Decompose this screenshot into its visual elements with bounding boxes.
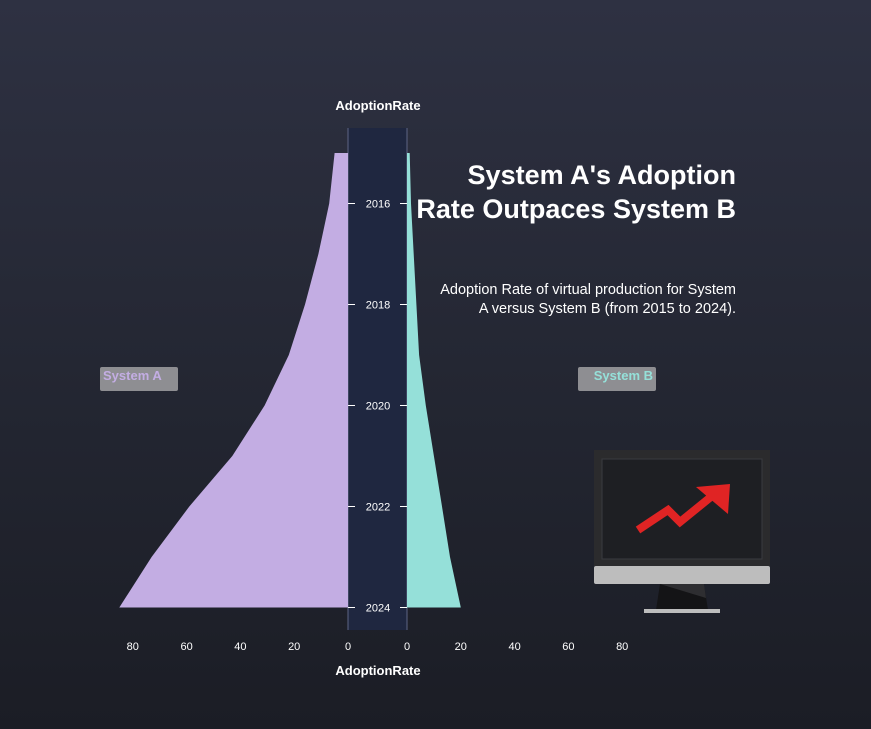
x-tick-right-20: 20 — [455, 641, 467, 653]
axis-title-top: AdoptionRate — [335, 98, 420, 113]
chart-title: System A's Adoption Rate Outpaces System… — [416, 160, 736, 224]
x-tick-right-80: 80 — [616, 641, 628, 653]
x-tick-left-20: 20 — [288, 641, 300, 653]
x-tick-left-40: 40 — [234, 641, 246, 653]
center-year-band — [348, 128, 407, 630]
x-axis: 80 60 40 20 0 0 20 40 60 80 — [127, 641, 629, 653]
area-layer — [119, 153, 461, 608]
x-tick-left-0: 0 — [345, 641, 351, 653]
x-tick-left-60: 60 — [180, 641, 192, 653]
x-tick-left-80: 80 — [127, 641, 139, 653]
monitor-base — [644, 609, 720, 613]
area-system-b — [407, 153, 461, 608]
axis-title-bottom: AdoptionRate — [335, 663, 420, 678]
monitor-chart-icon — [594, 450, 770, 613]
year-label-2024: 2024 — [366, 603, 390, 615]
legend-system-b: System B — [578, 367, 656, 391]
year-axis: 2016 2018 2020 2022 2024 — [348, 199, 407, 615]
monitor-bezel — [594, 566, 770, 584]
monitor-stand-shine — [660, 584, 706, 598]
chart-subtitle: Adoption Rate of virtual production for … — [440, 282, 736, 317]
year-label-2018: 2018 — [366, 300, 390, 312]
x-tick-right-60: 60 — [562, 641, 574, 653]
monitor-screen — [601, 458, 763, 560]
trend-arrow-head-icon — [696, 484, 730, 514]
year-label-2016: 2016 — [366, 199, 390, 211]
legend-system-b-label: System B — [594, 368, 653, 383]
year-label-2022: 2022 — [366, 502, 390, 514]
year-label-2020: 2020 — [366, 401, 390, 413]
legend-system-a: System A — [100, 367, 178, 391]
x-tick-right-40: 40 — [508, 641, 520, 653]
x-tick-right-0: 0 — [404, 641, 410, 653]
trend-arrow-icon — [635, 492, 715, 534]
area-system-a — [119, 153, 348, 608]
legend-system-a-label: System A — [103, 368, 162, 383]
legend-system-a-box — [100, 367, 178, 391]
legend-system-b-box — [578, 367, 656, 391]
